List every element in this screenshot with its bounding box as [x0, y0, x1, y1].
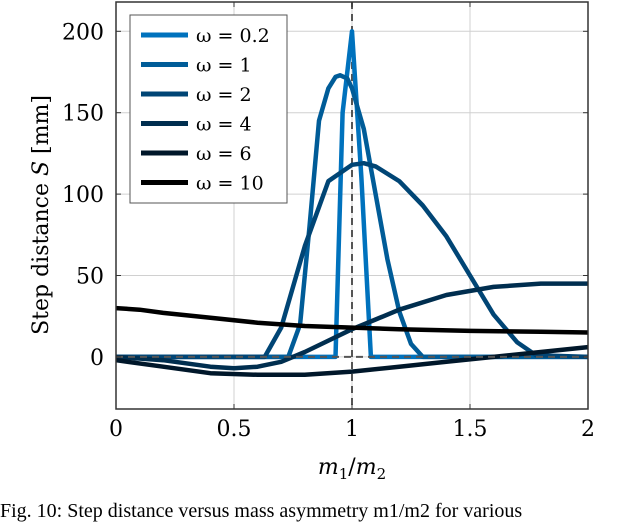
x-tick-label: 1.5 [453, 417, 488, 442]
series-line-4 [115, 344, 589, 378]
series-line-5 [115, 305, 589, 335]
y-tick-label: 150 [62, 102, 104, 127]
series-line-1 [116, 73, 588, 360]
x-tick-label: 1 [345, 417, 359, 442]
y-tick-label: 100 [62, 183, 104, 208]
x-axis-label: m1/m2 [318, 455, 386, 483]
series-line-2 [116, 160, 589, 360]
legend-box [129, 14, 288, 204]
y-axis-label: Step distance S [mm] [29, 95, 54, 335]
x-tick-label: 2 [581, 417, 595, 442]
legend-label: ω = 6 [196, 143, 252, 165]
y-tick-label: 200 [62, 20, 104, 45]
legend: ω = 0.2 ω = 1 ω = 2 ω = 4 ω = 6 ω = 10 [129, 14, 288, 204]
legend-label: ω = 4 [196, 114, 252, 136]
series-line-3 [115, 281, 588, 371]
legend-label: ω = 10 [196, 173, 264, 195]
x-tick-label: 0 [109, 417, 123, 442]
y-tick-label: 50 [76, 265, 104, 290]
x-tick-label: 0.5 [217, 417, 252, 442]
axis-ticks: 0 0.5 1 1.5 2 0 50 100 150 200 [62, 2, 595, 442]
figure-caption: Fig. 10: Step distance versus mass asymm… [0, 500, 523, 522]
y-tick-label: 0 [90, 346, 104, 371]
legend-label: ω = 1 [196, 55, 252, 77]
legend-label: ω = 2 [196, 84, 252, 106]
legend-label: ω = 0.2 [196, 25, 270, 47]
